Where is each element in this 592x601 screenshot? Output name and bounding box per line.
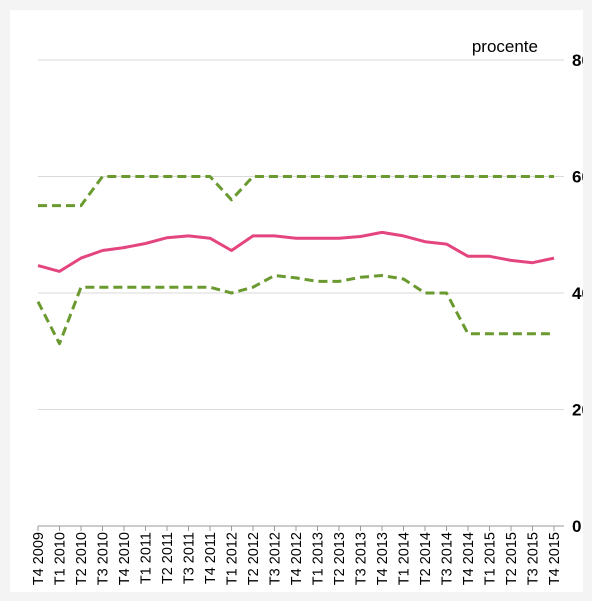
x-tick-label: T1 2011 [139, 532, 155, 584]
x-tick-label: T3 2014 [440, 532, 456, 585]
x-tick-label: T4 2009 [31, 532, 47, 585]
x-tick-label: T4 2015 [547, 532, 563, 585]
x-tick-label: T2 2015 [504, 532, 520, 585]
x-tick-label: T1 2015 [483, 532, 499, 585]
y-tick-60: 60 [572, 168, 583, 187]
x-tick-label: T3 2015 [526, 532, 542, 585]
y-tick-labels: 0 20 40 60 80 [572, 51, 583, 536]
x-tick-label: T3 2012 [268, 532, 284, 585]
x-tick-label: T1 2012 [225, 532, 241, 585]
x-tick-label: T4 2013 [375, 532, 391, 585]
x-tick-label: T2 2014 [418, 532, 434, 585]
x-tick-label: T1 2014 [397, 532, 413, 585]
x-tick-label: T4 2011 [203, 532, 219, 584]
x-tick-label: T4 2012 [289, 532, 305, 585]
x-tick-label: T2 2010 [74, 532, 90, 585]
series-line-2 [36, 274, 554, 346]
x-tick-label: T3 2011 [182, 532, 198, 584]
x-tick-label: T1 2010 [53, 532, 69, 585]
y-tick-0: 0 [572, 517, 581, 536]
gridlines [37, 59, 564, 531]
x-tick-label: T3 2010 [96, 532, 112, 585]
y-tick-40: 40 [572, 284, 583, 303]
y-tick-20: 20 [572, 401, 583, 420]
x-tick-label: T4 2010 [117, 532, 133, 585]
series-line-1 [37, 230, 555, 273]
x-tick-label: T1 2013 [311, 532, 327, 585]
series-group [36, 175, 555, 346]
x-tick-label: T2 2012 [246, 532, 262, 585]
x-tick-label: T3 2013 [354, 532, 370, 585]
unit-label: procente [472, 37, 538, 56]
x-tick-label: T2 2013 [332, 532, 348, 585]
y-tick-80: 80 [572, 51, 583, 70]
x-tick-label: T2 2011 [160, 532, 176, 584]
x-tick-labels: T4 2009 T1 2010 T2 2010 T3 2010 T4 2010 T1 20… [31, 532, 563, 585]
x-tick-label: T4 2014 [461, 532, 477, 585]
series-line-0 [38, 175, 554, 208]
